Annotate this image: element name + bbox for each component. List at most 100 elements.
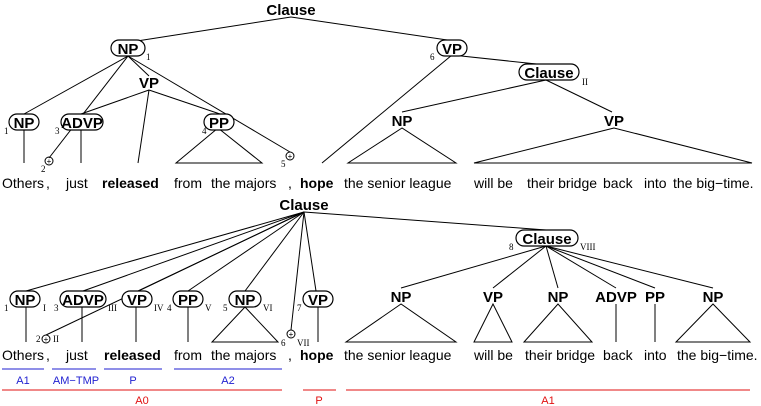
bottom-node-advp-back: ADVP: [595, 289, 637, 306]
bottom-word: from: [174, 347, 202, 363]
top-marker-5: + 5: [281, 151, 295, 169]
node-index: 1: [146, 52, 151, 62]
role-label: AM−TMP: [53, 375, 99, 387]
node-label: VP: [442, 41, 462, 58]
top-word: from: [174, 175, 202, 191]
node-index: 3: [54, 303, 59, 313]
marker-index: 5: [281, 159, 286, 169]
top-word: hope: [300, 175, 334, 191]
role-label: P: [129, 375, 136, 387]
top-word: Others: [2, 175, 44, 191]
node-label: Clause: [522, 231, 571, 248]
svg-text:+: +: [289, 330, 294, 339]
node-label: PP: [209, 115, 229, 132]
bottom-node-pp-into: PP: [645, 289, 665, 306]
marker-index: 6: [281, 338, 286, 348]
node-index: 8: [509, 242, 514, 252]
bottom-word: just: [65, 347, 88, 363]
bottom-word: ,: [46, 347, 50, 363]
bottom-node-vp-released: VP IV: [121, 290, 164, 313]
role-label: A0: [135, 395, 148, 406]
bottom-node-vp-hope: VP 7: [297, 290, 334, 313]
node-label: VP: [127, 292, 147, 309]
top-tree-edges: [23, 16, 753, 164]
node-index: 1: [4, 126, 9, 136]
bottom-word: hope: [300, 347, 334, 363]
marker-sub: II: [53, 334, 59, 344]
bottom-word: their bridge: [525, 347, 595, 363]
bottom-sentence: Others , just released from the majors ,…: [2, 347, 758, 363]
role-label: A2: [221, 375, 234, 387]
bottom-word: the majors: [211, 347, 276, 363]
top-node-np-subject: NP 1: [110, 39, 151, 62]
node-index: 4: [167, 303, 172, 313]
top-tree-nodes: Clause NP 1 VP NP 1 ADVP 3 PP 4 VP 6: [4, 2, 624, 174]
top-node-clause-embedded: Clause II: [518, 63, 588, 87]
top-word: their bridge: [527, 175, 597, 191]
node-index: II: [582, 77, 588, 87]
node-sub: I: [43, 303, 46, 313]
node-sub: III: [108, 303, 117, 313]
bottom-node-np-league: NP: [391, 289, 412, 306]
node-label: PP: [178, 292, 198, 309]
bottom-word: the senior league: [344, 347, 452, 363]
node-label: ADVP: [62, 292, 104, 309]
top-node-vp-willbe: VP: [604, 113, 624, 130]
top-word: just: [65, 175, 88, 191]
bottom-word: the big−time.: [677, 347, 758, 363]
bottom-node-np-majors: NP 5 VI: [223, 290, 273, 313]
top-sentence: Others , just released from the majors ,…: [2, 175, 754, 191]
top-word: ,: [46, 175, 50, 191]
role-annotations: A1 AM−TMP P A2 A0 P A1: [2, 368, 750, 406]
node-label: Clause: [524, 65, 573, 82]
node-index: 1: [4, 303, 9, 313]
bottom-word: will be: [473, 347, 513, 363]
node-sub: IV: [154, 303, 164, 313]
svg-text:+: +: [288, 152, 293, 161]
node-index: 3: [55, 126, 60, 136]
bottom-node-pp: PP 4 V: [167, 290, 212, 313]
node-sub: VIII: [580, 242, 596, 252]
bottom-tree-edges: [25, 211, 752, 343]
node-label: ADVP: [61, 115, 103, 132]
top-node-vp-main: VP 6: [430, 39, 468, 62]
node-sub: VI: [263, 303, 273, 313]
top-node-np-others: NP 1: [4, 113, 40, 136]
top-word: will be: [473, 175, 513, 191]
bottom-node-advp: ADVP 3 III: [54, 290, 117, 313]
top-node-vp-inner: VP: [139, 75, 159, 92]
bottom-node-np-bridge: NP: [548, 289, 569, 306]
bottom-node-np-others: NP 1 I: [4, 290, 46, 313]
svg-text:+: +: [44, 335, 49, 344]
top-word: the majors: [211, 175, 276, 191]
top-word: released: [102, 175, 159, 191]
top-node-advp: ADVP 3: [55, 113, 104, 136]
bottom-word: ,: [288, 347, 292, 363]
role-label: A1: [16, 375, 29, 387]
top-word: the big−time.: [673, 175, 754, 191]
node-index: 6: [430, 52, 435, 62]
bottom-marker-6: + 6 VII: [281, 329, 310, 348]
role-label: A1: [541, 395, 554, 406]
bottom-word: into: [644, 347, 667, 363]
bottom-marker-2: + 2 II: [36, 334, 59, 344]
node-label: NP: [235, 292, 256, 309]
bottom-word: released: [104, 347, 161, 363]
node-label: NP: [15, 292, 36, 309]
svg-text:+: +: [47, 157, 52, 166]
node-label: NP: [118, 41, 139, 58]
bottom-node-np-bigtime: NP: [703, 289, 724, 306]
top-root-label: Clause: [266, 2, 315, 19]
top-word: ,: [288, 175, 292, 191]
node-index: 4: [202, 126, 207, 136]
bottom-word: Others: [2, 347, 44, 363]
top-word: the senior league: [344, 175, 452, 191]
node-sub: V: [205, 303, 212, 313]
node-index: 7: [297, 303, 302, 313]
marker-index: 2: [41, 164, 46, 174]
top-word: back: [603, 175, 634, 191]
marker-index: 2: [36, 334, 41, 344]
node-label: NP: [14, 115, 35, 132]
node-label: VP: [308, 292, 328, 309]
